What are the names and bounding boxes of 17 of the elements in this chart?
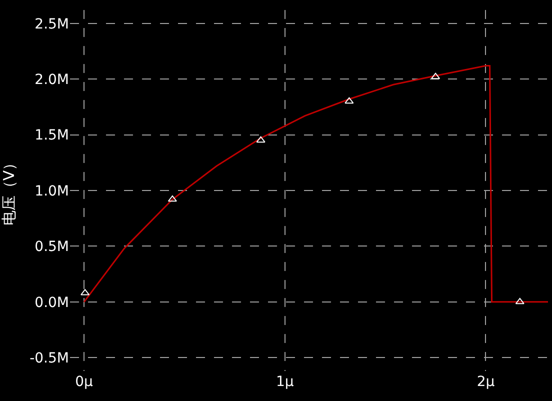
y-tick-label: 0.0M bbox=[34, 294, 69, 311]
y-axis-title: 电压（V） bbox=[0, 155, 18, 226]
y-tick-label: 1.5M bbox=[34, 128, 69, 144]
x-tick-label: 2μ bbox=[476, 374, 495, 390]
y-tick-label: 2.5M bbox=[34, 16, 69, 32]
y-tick-label: 0.5M bbox=[34, 239, 69, 256]
y-tick-label: 2.0M bbox=[34, 72, 69, 88]
point bbox=[168, 195, 177, 202]
x-tick-label: 0μ bbox=[75, 374, 94, 390]
point bbox=[430, 72, 440, 80]
y-tick-label: -0.5M bbox=[30, 350, 69, 367]
point bbox=[344, 97, 354, 104]
line-series bbox=[83, 64, 548, 303]
point bbox=[515, 298, 524, 304]
x-tick-label: 1μ bbox=[276, 374, 294, 390]
y-tick-label: 1.0M bbox=[34, 183, 69, 200]
point bbox=[256, 136, 266, 143]
